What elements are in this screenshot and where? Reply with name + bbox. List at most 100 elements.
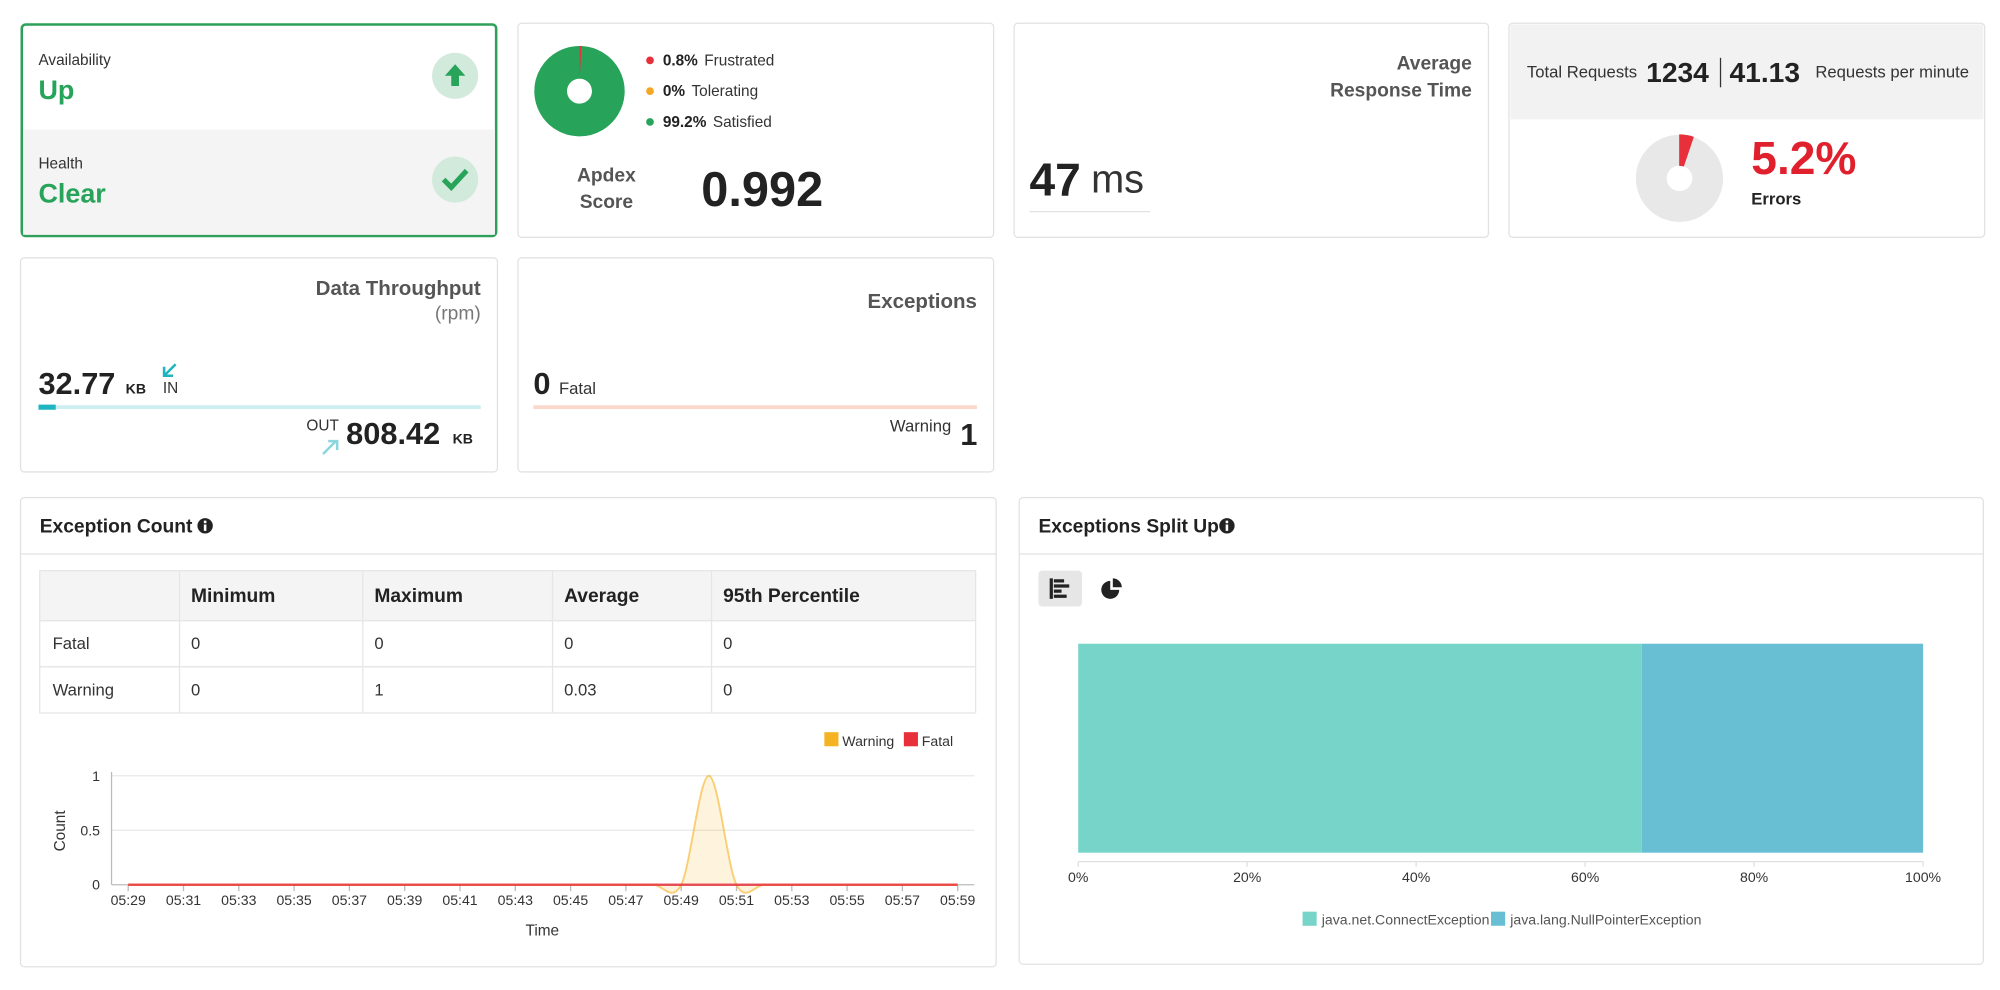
in-arrow — [162, 363, 177, 378]
requests-total: 1234 — [1646, 56, 1709, 88]
x-tick-label: 05:49 — [664, 892, 699, 908]
y-axis-label: Count — [52, 810, 69, 852]
out-arrow — [322, 439, 339, 455]
x-tick-label: 0% — [1068, 869, 1089, 885]
health-label: Health — [38, 156, 82, 173]
info-glyph — [203, 524, 207, 531]
x-tick-label: 05:29 — [111, 892, 146, 908]
response-number: 47 — [1029, 154, 1080, 206]
table-cell: 0 — [564, 634, 573, 653]
bar-segment — [1641, 643, 1924, 853]
up-arrow — [444, 64, 466, 87]
response-card — [1013, 22, 1490, 238]
x-axis-label: Time — [526, 922, 560, 939]
info-glyph — [203, 520, 207, 524]
bar-segment — [1078, 643, 1642, 853]
requests-label: Total Requests — [1527, 62, 1637, 81]
legend-label: java.lang.NullPointerException — [1509, 911, 1701, 927]
table-cell: 0 — [191, 634, 200, 653]
legend-dot — [646, 118, 654, 126]
warning-value: 1 — [960, 417, 977, 452]
x-tick-label: 05:33 — [221, 892, 256, 908]
legend-label: Tolerating — [691, 83, 758, 100]
pie-view-button[interactable] — [1101, 578, 1122, 599]
legend-label: Fatal — [922, 733, 953, 749]
legend-swatch — [1491, 911, 1506, 926]
x-tick-label: 05:43 — [498, 892, 533, 908]
health-value: Clear — [38, 179, 106, 209]
x-tick-label: 20% — [1233, 869, 1262, 885]
y-tick-label: 0 — [92, 877, 100, 893]
response-unit: ms — [1091, 158, 1144, 202]
x-tick-label: 80% — [1740, 869, 1769, 885]
out-label: OUT — [306, 417, 339, 434]
x-tick-label: 100% — [1905, 869, 1942, 885]
exceptions-track — [533, 405, 977, 410]
table-cell: 0.03 — [564, 680, 596, 699]
error-label: Errors — [1751, 189, 1801, 208]
warning-label: Warning — [890, 416, 951, 435]
throughput-title: Data Throughput — [316, 277, 481, 300]
out-value: 808.42 — [346, 416, 440, 451]
exceptions-title: Exceptions — [868, 290, 977, 313]
table-cell: 0 — [723, 680, 732, 699]
donut-slice — [1679, 134, 1694, 167]
legend-label: java.net.ConnectException — [1321, 911, 1490, 927]
legend-value: 0.8% — [663, 52, 698, 69]
requests-band — [1510, 24, 1984, 120]
x-tick-label: 05:59 — [940, 892, 975, 908]
x-tick-label: 05:57 — [885, 892, 920, 908]
table-cell: 0 — [723, 634, 732, 653]
x-tick-label: 05:39 — [387, 892, 422, 908]
table-cell: Fatal — [53, 634, 90, 653]
in-value: 32.77 — [38, 366, 115, 401]
legend-item: 0% Tolerating — [663, 83, 758, 100]
rate-label: Requests per minute — [1815, 62, 1969, 81]
requests-rate: 41.13 — [1729, 56, 1800, 88]
legend-dot — [646, 56, 654, 65]
y-tick-label: 0.5 — [80, 822, 100, 838]
legend-item: 99.2% Satisfied — [663, 113, 772, 130]
x-tick-label: 05:45 — [553, 892, 588, 908]
apdex-label: Apdex — [577, 165, 636, 186]
bar-view-button[interactable] — [1038, 570, 1083, 607]
legend-swatch — [1302, 911, 1317, 926]
apdex-label: Score — [580, 192, 634, 213]
table-cell: 0 — [374, 634, 383, 653]
throughput-subtitle: (rpm) — [435, 304, 481, 325]
availability-label: Availability — [38, 52, 111, 69]
column-header: Average — [564, 586, 639, 607]
column-header: 95th Percentile — [723, 586, 860, 607]
availability-value: Up — [38, 75, 74, 105]
donut-slice — [534, 45, 625, 137]
x-tick-label: 05:53 — [774, 892, 809, 908]
x-tick-label: 05:35 — [276, 892, 311, 908]
table-header — [39, 570, 977, 622]
info-glyph — [1225, 524, 1229, 531]
throughput-track — [38, 405, 481, 410]
x-tick-label: 05:51 — [719, 892, 754, 908]
table-cell: Warning — [53, 680, 114, 699]
in-unit: KB — [126, 381, 146, 397]
legend-value: 99.2% — [663, 113, 707, 130]
response-value: 47 ms — [1029, 154, 1144, 206]
exceptions-card — [517, 257, 995, 473]
response-title: Response Time — [1330, 81, 1472, 102]
out-unit: KB — [453, 431, 473, 447]
bar-view-icon — [1049, 578, 1070, 599]
health-band — [23, 129, 495, 235]
table-cell: 0 — [191, 680, 200, 699]
table-row — [39, 666, 977, 714]
fatal-value: 0 — [533, 366, 550, 401]
response-title: Average — [1397, 54, 1472, 75]
panel-title: Exception Count — [40, 517, 193, 538]
x-tick-label: 60% — [1571, 869, 1600, 885]
x-tick-label: 40% — [1402, 869, 1431, 885]
apdex-card — [517, 22, 995, 238]
throughput-card — [19, 257, 499, 473]
fatal-label: Fatal — [559, 379, 596, 398]
info-glyph — [1225, 520, 1229, 524]
throughput-bar — [38, 404, 56, 410]
legend-label: Satisfied — [713, 113, 772, 130]
